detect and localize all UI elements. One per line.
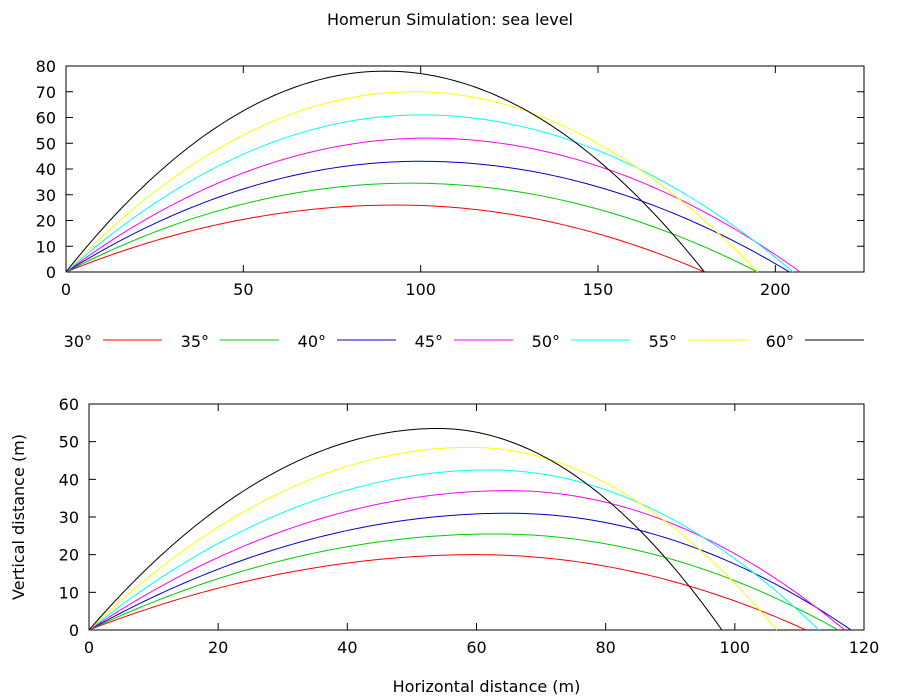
trajectory-50deg [88, 469, 820, 631]
trajectory-35deg [88, 533, 839, 631]
legend: 30° 35° 40° 45° 50° 55° 60° [64, 332, 864, 351]
y-tick-label: 10 [59, 583, 79, 602]
legend-label: 55° [649, 332, 677, 351]
y-tick-label: 60 [59, 395, 79, 414]
x-tick-label: 100 [405, 280, 436, 299]
trajectory-55deg [88, 446, 778, 631]
x-tick-label: 200 [760, 280, 791, 299]
legend-label: 30° [64, 332, 92, 351]
x-tick-label: 120 [849, 638, 880, 657]
y-tick-label: 50 [36, 134, 56, 153]
x-tick-label: 100 [720, 638, 751, 657]
trajectory-45deg [65, 137, 801, 273]
y-tick-label: 40 [59, 470, 79, 489]
x-axis-label: Horizontal distance (m) [393, 677, 581, 696]
trajectory-30deg [65, 204, 705, 273]
trajectory-45deg [88, 490, 845, 631]
trajectory-60deg [65, 70, 705, 273]
upper-plot: 0 50 100 150 200 0 10 20 30 40 50 60 70 80 [36, 57, 865, 299]
x-tick-label: 0 [84, 638, 94, 657]
trajectory-60deg [88, 427, 723, 631]
y-tick-label: 20 [36, 212, 56, 231]
y-tick-label: 30 [59, 508, 79, 527]
legend-label: 50° [532, 332, 560, 351]
x-tick-label: 40 [337, 638, 357, 657]
legend-label: 45° [415, 332, 443, 351]
y-tick-label: 60 [36, 109, 56, 128]
trajectory-35deg [65, 182, 758, 273]
trajectory-30deg [88, 554, 807, 631]
y-tick-label: 20 [59, 546, 79, 565]
x-tick-label: 80 [595, 638, 615, 657]
x-tick-label: 150 [583, 280, 614, 299]
y-tick-label: 80 [36, 57, 56, 76]
y-tick-label: 30 [36, 186, 56, 205]
x-tick-label: 20 [208, 638, 228, 657]
y-tick-label: 40 [36, 160, 56, 179]
plot-frame [88, 403, 865, 631]
x-tick-label: 60 [466, 638, 486, 657]
y-tick-label: 0 [69, 621, 79, 640]
y-tick-label: 70 [36, 83, 56, 102]
legend-label: 40° [298, 332, 326, 351]
legend-label: 60° [766, 332, 794, 351]
lower-plot: 0 20 40 60 80 100 120 0 10 20 30 40 50 60 Horizontal d… [9, 395, 879, 696]
y-tick-label: 50 [59, 433, 79, 452]
trajectory-50deg [65, 114, 794, 273]
trajectory-55deg [65, 91, 758, 273]
legend-label: 35° [181, 332, 209, 351]
chart-title: Homerun Simulation: sea level [326, 10, 573, 29]
x-tick-label: 0 [61, 280, 71, 299]
y-axis-label: Vertical distance (m) [9, 434, 28, 600]
y-tick-label: 0 [46, 263, 56, 282]
trajectory-40deg [88, 512, 852, 631]
trajectory-40deg [65, 160, 790, 273]
y-tick-label: 10 [36, 237, 56, 256]
x-tick-label: 50 [233, 280, 253, 299]
